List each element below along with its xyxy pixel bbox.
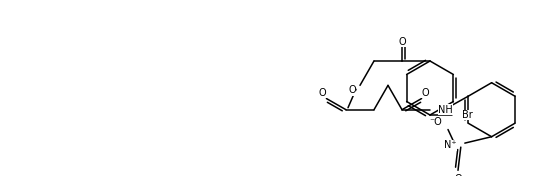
- Text: N⁺: N⁺: [444, 140, 457, 150]
- Text: O: O: [319, 87, 326, 98]
- Text: ⁻O: ⁻O: [430, 117, 442, 127]
- Text: O: O: [348, 85, 356, 95]
- Text: NH: NH: [438, 105, 453, 115]
- Text: O: O: [454, 174, 462, 176]
- Text: O: O: [398, 37, 406, 47]
- Text: O: O: [422, 87, 429, 98]
- Text: Br: Br: [462, 110, 473, 120]
